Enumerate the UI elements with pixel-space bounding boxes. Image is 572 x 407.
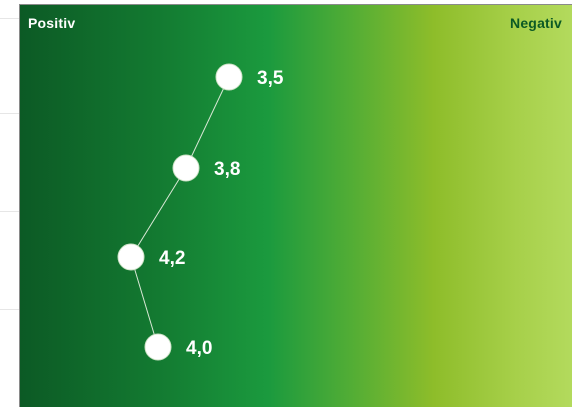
data-point (215, 63, 243, 91)
gridline (0, 18, 19, 19)
gridline (0, 211, 19, 212)
data-point (172, 154, 200, 182)
data-label: 4,0 (186, 338, 212, 359)
scale-label-positive: Positiv (28, 15, 76, 31)
plot-area: 3,5 3,8 4,2 4,0 (117, 63, 284, 361)
data-label: 3,5 (257, 68, 284, 89)
rating-chart: Positiv Negativ 3,5 3,8 4,2 4,0 (19, 4, 572, 407)
scale-label-negative: Negativ (510, 15, 562, 31)
profile-connector (130, 167, 187, 258)
data-point (144, 333, 172, 361)
data-label: 4,2 (159, 248, 185, 269)
profile-connector (130, 256, 159, 348)
profile-connector (185, 76, 230, 169)
data-label: 3,8 (214, 159, 240, 180)
data-point (117, 243, 145, 271)
gridline (0, 113, 19, 114)
gridline (0, 309, 19, 310)
